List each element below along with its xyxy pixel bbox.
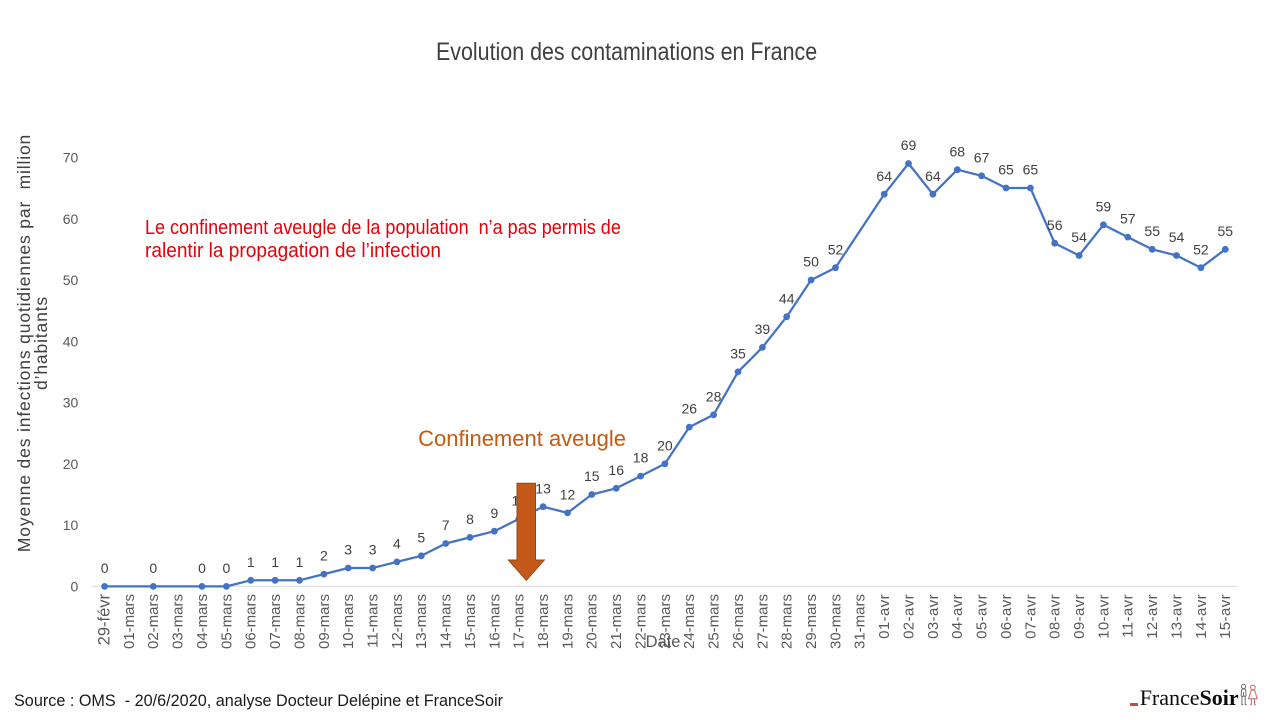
svg-text:31-mars: 31-mars: [852, 594, 869, 649]
svg-text:1: 1: [296, 554, 304, 570]
svg-text:18-mars: 18-mars: [535, 594, 552, 649]
svg-text:2: 2: [320, 548, 328, 564]
svg-text:10-avr: 10-avr: [1095, 594, 1112, 639]
svg-text:0: 0: [223, 560, 231, 576]
svg-text:57: 57: [1120, 211, 1136, 227]
svg-text:28-mars: 28-mars: [779, 594, 796, 649]
svg-text:29-févr: 29-févr: [96, 594, 114, 646]
svg-text:4: 4: [393, 536, 401, 552]
svg-text:29-mars: 29-mars: [803, 594, 820, 649]
svg-text:06-mars: 06-mars: [243, 594, 260, 649]
svg-text:1: 1: [247, 554, 255, 570]
svg-text:17-mars: 17-mars: [511, 594, 528, 649]
svg-text:68: 68: [950, 143, 966, 159]
svg-text:69: 69: [901, 137, 917, 153]
svg-text:39: 39: [755, 321, 771, 337]
svg-text:06-avr: 06-avr: [998, 594, 1015, 639]
svg-text:55: 55: [1218, 223, 1234, 239]
svg-text:65: 65: [1023, 162, 1039, 178]
svg-text:50: 50: [803, 254, 819, 270]
svg-text:10: 10: [63, 517, 79, 533]
svg-text:01-mars: 01-mars: [121, 594, 138, 649]
svg-text:27-mars: 27-mars: [754, 594, 771, 649]
svg-text:03-avr: 03-avr: [925, 594, 942, 639]
svg-text:10-mars: 10-mars: [340, 594, 357, 649]
svg-text:13-avr: 13-avr: [1168, 594, 1185, 639]
svg-text:07-avr: 07-avr: [1022, 594, 1039, 639]
svg-text:0: 0: [101, 560, 109, 576]
svg-text:0: 0: [198, 560, 206, 576]
svg-text:20-mars: 20-mars: [584, 594, 601, 649]
svg-text:60: 60: [63, 211, 79, 227]
svg-text:13: 13: [535, 480, 551, 496]
svg-text:14-avr: 14-avr: [1193, 594, 1210, 639]
svg-text:1: 1: [271, 554, 279, 570]
svg-text:3: 3: [369, 542, 377, 558]
svg-text:22-mars: 22-mars: [633, 594, 650, 649]
svg-text:54: 54: [1169, 229, 1185, 245]
svg-text:15-mars: 15-mars: [462, 594, 479, 649]
svg-text:59: 59: [1096, 198, 1112, 214]
svg-text:09-avr: 09-avr: [1071, 594, 1088, 639]
svg-text:5: 5: [417, 529, 425, 545]
svg-text:23-mars: 23-mars: [657, 594, 674, 649]
svg-text:0: 0: [71, 579, 79, 595]
svg-text:16-mars: 16-mars: [486, 594, 503, 649]
svg-text:12-avr: 12-avr: [1144, 594, 1161, 639]
svg-text:25-mars: 25-mars: [706, 594, 723, 649]
svg-text:70: 70: [63, 150, 79, 166]
svg-text:14-mars: 14-mars: [438, 594, 455, 649]
svg-text:02-avr: 02-avr: [900, 594, 917, 639]
svg-text:02-mars: 02-mars: [145, 594, 162, 649]
svg-text:04-avr: 04-avr: [949, 594, 966, 639]
svg-text:30: 30: [63, 395, 79, 411]
svg-text:16: 16: [608, 462, 624, 478]
svg-text:30-mars: 30-mars: [827, 594, 844, 649]
svg-text:11-mars: 11-mars: [365, 594, 382, 648]
svg-text:9: 9: [491, 505, 499, 521]
svg-text:19-mars: 19-mars: [559, 594, 576, 649]
svg-text:18: 18: [633, 450, 649, 466]
svg-text:44: 44: [779, 290, 795, 306]
svg-text:Date: Date: [646, 633, 681, 651]
svg-text:50: 50: [63, 272, 79, 288]
svg-text:7: 7: [442, 517, 450, 533]
svg-text:15-avr: 15-avr: [1217, 594, 1234, 639]
svg-text:67: 67: [974, 149, 990, 165]
svg-text:12-mars: 12-mars: [389, 594, 406, 649]
svg-text:40: 40: [63, 333, 79, 349]
svg-text:64: 64: [876, 168, 892, 184]
svg-text:15: 15: [584, 468, 600, 484]
svg-text:35: 35: [730, 346, 746, 362]
svg-text:28: 28: [706, 388, 722, 404]
svg-text:08-avr: 08-avr: [1047, 594, 1064, 639]
svg-text:04-mars: 04-mars: [194, 594, 211, 649]
svg-text:13-mars: 13-mars: [413, 594, 430, 649]
svg-text:21-mars: 21-mars: [608, 594, 625, 649]
svg-text:0: 0: [149, 560, 157, 576]
svg-text:20: 20: [657, 437, 673, 453]
svg-text:09-mars: 09-mars: [316, 594, 333, 649]
svg-text:05-mars: 05-mars: [218, 594, 235, 649]
svg-text:52: 52: [1193, 241, 1209, 257]
svg-text:52: 52: [828, 241, 844, 257]
svg-text:54: 54: [1071, 229, 1087, 245]
svg-text:55: 55: [1144, 223, 1160, 239]
svg-text:05-avr: 05-avr: [974, 594, 991, 639]
svg-text:12: 12: [560, 487, 576, 503]
svg-text:11-avr: 11-avr: [1120, 594, 1137, 638]
svg-text:26-mars: 26-mars: [730, 594, 747, 649]
svg-text:24-mars: 24-mars: [681, 594, 698, 649]
svg-text:01-avr: 01-avr: [876, 594, 893, 639]
svg-text:03-mars: 03-mars: [170, 594, 187, 649]
svg-text:65: 65: [998, 162, 1014, 178]
svg-text:56: 56: [1047, 217, 1063, 233]
svg-text:8: 8: [466, 511, 474, 527]
svg-text:20: 20: [63, 456, 79, 472]
svg-text:08-mars: 08-mars: [291, 594, 308, 649]
svg-text:64: 64: [925, 168, 941, 184]
svg-text:26: 26: [682, 401, 698, 417]
svg-text:07-mars: 07-mars: [267, 594, 284, 649]
svg-text:3: 3: [344, 542, 352, 558]
